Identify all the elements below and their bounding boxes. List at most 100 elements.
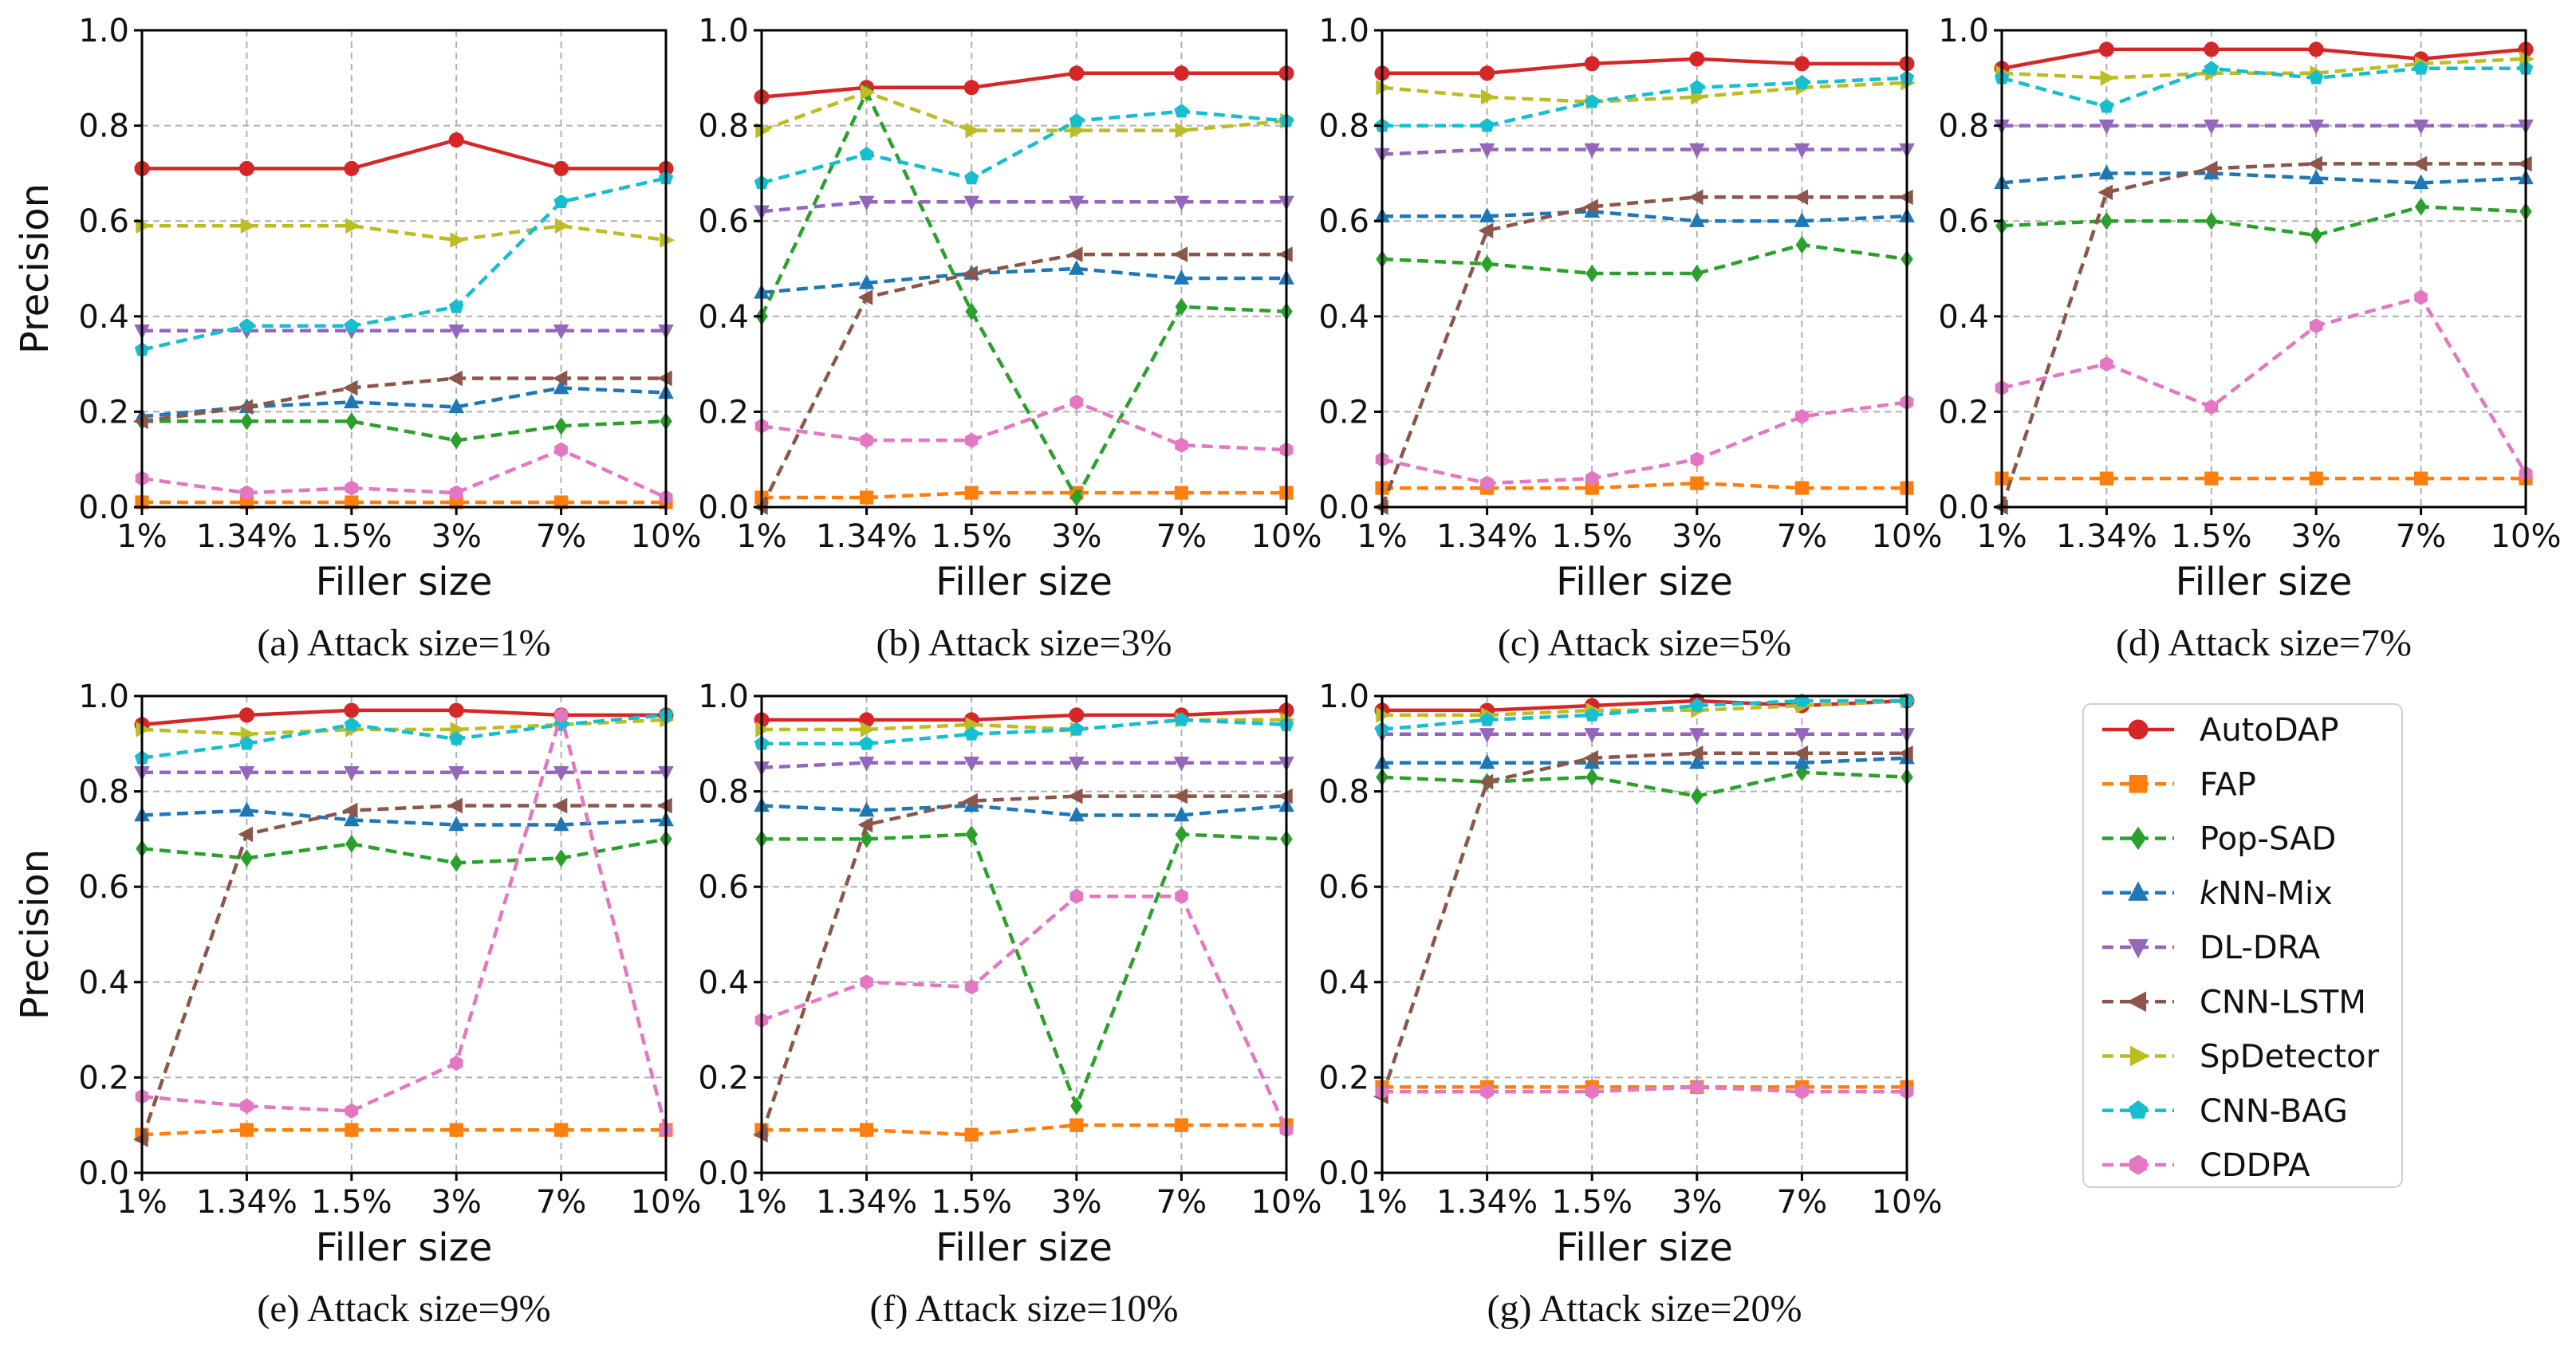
x-tick-label: 10% [2491, 518, 2562, 555]
y-tick-label: 0.8 [698, 774, 749, 811]
data-point [1689, 51, 1705, 67]
y-tick-label: 0.8 [1318, 774, 1369, 811]
legend-item-spdetector: SpDetector [2102, 1039, 2380, 1076]
x-tick-label: 3% [431, 518, 481, 555]
legend-marker [2129, 1154, 2147, 1175]
data-point [1067, 246, 1083, 262]
series-cddpa [1375, 1079, 1914, 1099]
y-tick-label: 0.2 [78, 394, 129, 431]
data-point [1069, 722, 1084, 736]
data-point [448, 766, 465, 781]
series-fap [135, 1123, 673, 1142]
series-pop-sad [755, 83, 1293, 507]
series-line [1382, 76, 1908, 128]
data-point [857, 816, 873, 833]
data-point [342, 380, 358, 396]
y-tick-label: 0.8 [698, 108, 749, 145]
series-line [759, 252, 1286, 509]
y-tick-label: 0.8 [78, 108, 129, 145]
data-point [2307, 155, 2322, 172]
legend-box [2082, 703, 2403, 1188]
data-point [1584, 56, 1600, 72]
data-point [1794, 212, 1810, 227]
x-tick-label: 1% [1357, 1184, 1407, 1221]
data-point [1175, 888, 1188, 904]
y-tick-label: 1.0 [698, 13, 749, 49]
legend-item-cnn-bag: CNN-BAG [2102, 1093, 2348, 1130]
series-pop-sad [136, 830, 672, 872]
data-point [1688, 212, 1705, 227]
series-line [1382, 756, 1908, 765]
legend-marker [2128, 719, 2149, 740]
series-line [140, 804, 666, 1140]
panel-a: 0.0 0.2 0.4 0.6 0.8 1.0 1% 1.34% 1.5% 3% 7% 10% Fill… [13, 13, 701, 664]
series-cnn-lstm [1373, 745, 1913, 1105]
data-point [1688, 143, 1705, 159]
series-knn-mix [1374, 203, 1915, 227]
data-point [2308, 169, 2325, 185]
series-cddpa [1995, 289, 2533, 482]
x-tick-label: 1% [1357, 518, 1407, 555]
data-point [1480, 1084, 1494, 1099]
x-tick-label: 7% [536, 518, 586, 555]
series-pop-sad [1376, 235, 1913, 283]
data-point [1795, 763, 1809, 781]
data-point [1689, 80, 1704, 94]
data-point [860, 432, 873, 448]
data-point [1584, 143, 1601, 159]
panel-caption: (b) Attack size=3% [876, 622, 1172, 664]
legend-label: DL-DRA [2200, 930, 2321, 966]
data-point [2308, 41, 2324, 57]
data-point [240, 412, 254, 431]
data-point [1069, 1097, 1083, 1115]
data-point [964, 486, 979, 500]
data-point [553, 194, 569, 209]
x-tick-label: 7% [1156, 518, 1207, 555]
series-line [761, 109, 1287, 185]
x-tick-label: 10% [631, 1184, 702, 1221]
data-point [964, 726, 979, 741]
legend-label: kNN-Mix [2200, 875, 2333, 912]
legend-label: FAP [2200, 766, 2256, 803]
series-line [1382, 481, 1907, 490]
data-point [1795, 235, 1809, 254]
series-line [762, 1123, 1286, 1137]
legend-label: SpDetector [2200, 1039, 2380, 1076]
data-point [1585, 470, 1599, 486]
data-point [963, 266, 978, 281]
data-point [1069, 394, 1084, 410]
data-point [345, 1103, 359, 1119]
series-spdetector [136, 218, 675, 248]
plot-frame [760, 694, 1288, 1174]
series-line [2001, 205, 2527, 238]
series-line [762, 708, 1287, 722]
x-axis-label: Filler size [1556, 1225, 1733, 1270]
data-point [1069, 112, 1084, 128]
plot-frame [140, 694, 668, 1174]
series-cddpa [135, 707, 673, 1138]
legend-marker [2129, 1045, 2150, 1067]
x-tick-label: 7% [1777, 518, 1827, 555]
data-point [239, 1123, 254, 1137]
data-point [1583, 199, 1598, 215]
data-point [1794, 56, 1810, 72]
data-point [449, 731, 464, 745]
data-point [2100, 356, 2113, 372]
x-tick-label: 7% [536, 1184, 586, 1221]
data-point [1794, 728, 1810, 743]
data-point [1478, 222, 1494, 239]
data-point [449, 1123, 463, 1137]
x-tick-label: 1.34% [2056, 518, 2157, 555]
series-autodap [1374, 51, 1915, 81]
x-tick-label: 1% [736, 1184, 786, 1221]
series-line [761, 71, 1286, 99]
data-point [2310, 226, 2323, 245]
series-line [762, 718, 1287, 746]
data-point [1173, 195, 1190, 211]
x-tick-label: 3% [1051, 518, 1101, 555]
data-point [1479, 712, 1495, 726]
data-point [2097, 184, 2113, 201]
x-tick-label: 1.5% [2171, 518, 2252, 555]
legend-marker [2128, 881, 2149, 901]
y-axis-label: Precision [13, 183, 57, 354]
